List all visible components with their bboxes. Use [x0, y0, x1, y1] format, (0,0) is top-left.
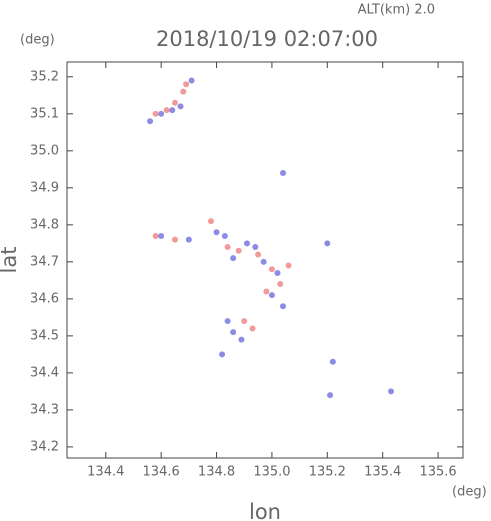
y-tick-label: 34.9 — [30, 180, 59, 195]
echo-point — [277, 281, 284, 288]
plot-frame — [66, 61, 464, 459]
y-tick-label: 34.5 — [30, 328, 59, 343]
y-tick-label: 34.6 — [30, 291, 59, 306]
chart-title: 2018/10/19 02:07:00 — [156, 27, 378, 51]
echo-point — [329, 358, 336, 365]
y-tick-label: 34.2 — [30, 439, 59, 454]
echo-point — [147, 118, 154, 125]
echo-point — [224, 318, 231, 325]
y-tick-label: 34.4 — [30, 365, 59, 380]
y-tick-label: 35.2 — [30, 69, 59, 84]
echo-point — [219, 351, 226, 358]
echo-point — [280, 303, 286, 310]
echo-point — [238, 336, 245, 343]
echo-point — [260, 258, 267, 265]
echo-point — [163, 107, 170, 114]
y-tick-label: 34.8 — [30, 217, 59, 232]
echo-point — [172, 236, 178, 243]
x-unit: (deg) — [452, 485, 487, 500]
echo-point — [324, 240, 331, 247]
echo-point — [185, 236, 192, 243]
y-tick-label: 34.7 — [30, 254, 59, 269]
echo-point — [268, 266, 275, 273]
echo-point — [213, 229, 220, 236]
echo-point — [172, 99, 178, 106]
echo-point — [177, 103, 184, 110]
echo-point — [158, 110, 165, 117]
echo-point — [327, 392, 334, 399]
y-axis-label: lat — [0, 247, 21, 274]
altitude-label: ALT(km) 2.0 — [358, 3, 435, 18]
y-tick-label: 35.0 — [30, 143, 59, 158]
x-tick-label: 135.6 — [419, 465, 456, 480]
echo-point — [221, 232, 228, 239]
echo-point — [188, 77, 195, 84]
echo-point — [263, 288, 270, 295]
echo-point — [244, 240, 250, 247]
x-tick-label: 134.6 — [143, 465, 180, 480]
x-tick-label: 135.0 — [253, 465, 290, 480]
echo-point — [224, 244, 231, 251]
echo-point — [252, 244, 259, 251]
x-tick-label: 135.2 — [309, 465, 346, 480]
echo-point — [274, 269, 281, 276]
echo-point — [235, 247, 242, 254]
x-tick-label: 135.4 — [364, 465, 401, 480]
x-tick-label: 134.4 — [87, 465, 124, 480]
echo-point — [388, 388, 394, 395]
echo-point — [230, 255, 237, 262]
y-tick-label: 35.1 — [30, 106, 59, 121]
echo-point — [241, 318, 248, 325]
y-tick-label: 34.3 — [30, 402, 59, 417]
echo-point — [230, 329, 237, 336]
echo-point — [268, 292, 275, 299]
echo-point — [208, 218, 214, 225]
echo-point — [169, 107, 176, 114]
echo-point — [249, 325, 256, 332]
echo-point — [255, 251, 262, 258]
echo-point — [285, 262, 292, 269]
echo-point — [280, 170, 286, 177]
echo-point — [158, 232, 165, 239]
x-tick-label: 134.8 — [198, 465, 235, 480]
x-axis-label: lon — [249, 500, 281, 521]
echo-point — [180, 88, 187, 95]
echo-point — [183, 81, 190, 88]
echo-point — [152, 110, 159, 117]
echo-point — [152, 232, 159, 239]
y-unit: (deg) — [20, 33, 55, 48]
